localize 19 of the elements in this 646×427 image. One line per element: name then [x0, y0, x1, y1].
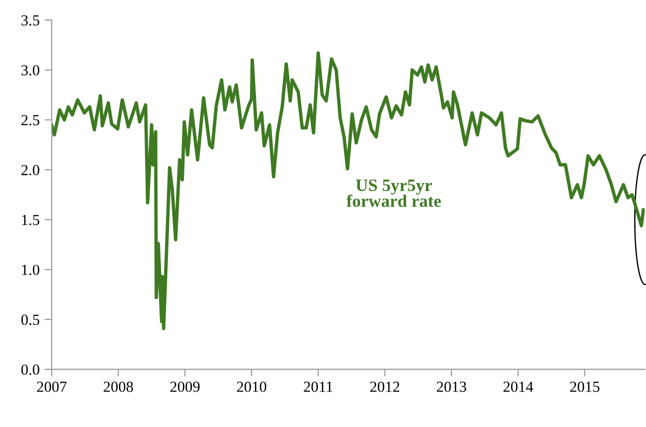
y-tick-label: 1.0 — [22, 264, 40, 276]
x-tick-label: 2015 — [570, 382, 600, 392]
x-tick-label: 2010 — [236, 382, 266, 392]
y-tick-label: 1.5 — [22, 214, 40, 226]
y-tick-label: 3.0 — [22, 65, 40, 76]
y-tick-label: 0.5 — [21, 314, 40, 325]
y-tick-label: 3.5 — [22, 15, 40, 26]
series-label: US 5yr5yr forward rate — [346, 179, 441, 207]
x-tick-label: 2014 — [504, 382, 534, 392]
x-tick-label: 2008 — [104, 382, 134, 392]
y-tick-label: 2.5 — [21, 115, 40, 126]
x-tick-label: 2007 — [37, 382, 67, 392]
x-tick-label: 2009 — [170, 382, 200, 392]
y-tick-label: 2.0 — [21, 164, 40, 176]
x-tick-label: 2013 — [436, 382, 466, 392]
line-series — [52, 51, 645, 330]
y-tick-label: 0.0 — [21, 364, 40, 375]
x-tick-label: 2011 — [304, 382, 332, 392]
x-tick-label: 2012 — [370, 382, 400, 392]
